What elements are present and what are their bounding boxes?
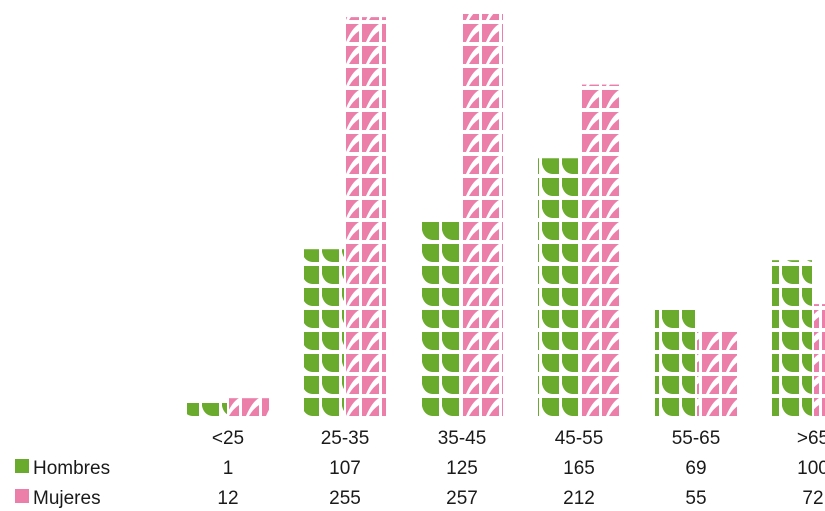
bar-mujeres-gt65 bbox=[814, 304, 825, 417]
value-label-hombres-25-35: 107 bbox=[329, 458, 361, 479]
bars-group bbox=[187, 14, 825, 417]
value-label-hombres-35-45: 125 bbox=[446, 458, 478, 479]
value-label-mujeres-lt25: 12 bbox=[217, 488, 238, 509]
value-label-hombres-lt25: 1 bbox=[223, 458, 234, 479]
bar-hombres-45-55 bbox=[538, 158, 578, 417]
category-label-55-65: 55-65 bbox=[672, 428, 721, 449]
bar-mujeres-25-35 bbox=[346, 17, 386, 417]
legend-swatch-mujeres bbox=[15, 489, 29, 503]
value-label-hombres-55-65: 69 bbox=[685, 458, 706, 479]
value-label-mujeres-gt65: 72 bbox=[802, 488, 823, 509]
value-table: 1 107 125 165 69 100 12 255 257 212 55 72 bbox=[217, 458, 825, 509]
bar-hombres-lt25 bbox=[187, 403, 227, 417]
bar-mujeres-45-55 bbox=[580, 84, 620, 417]
category-label-35-45: 35-45 bbox=[438, 428, 487, 449]
bar-hombres-gt65 bbox=[772, 260, 812, 417]
bar-hombres-25-35 bbox=[304, 249, 344, 417]
category-label-25-35: 25-35 bbox=[321, 428, 370, 449]
value-label-mujeres-35-45: 257 bbox=[446, 488, 478, 509]
legend-swatch-hombres bbox=[15, 459, 29, 473]
category-label-45-55: 45-55 bbox=[555, 428, 604, 449]
legend: Hombres Mujeres bbox=[15, 458, 110, 509]
value-label-hombres-45-55: 165 bbox=[563, 458, 595, 479]
bar-hombres-35-45 bbox=[421, 220, 461, 417]
category-labels: <25 25-35 35-45 45-55 55-65 >65 bbox=[212, 428, 825, 449]
bar-mujeres-55-65 bbox=[697, 330, 737, 417]
category-label-gt65: >65 bbox=[797, 428, 825, 449]
category-label-lt25: <25 bbox=[212, 428, 244, 449]
value-label-mujeres-55-65: 55 bbox=[685, 488, 706, 509]
legend-label-mujeres: Mujeres bbox=[33, 488, 101, 509]
value-label-mujeres-25-35: 255 bbox=[329, 488, 361, 509]
bar-hombres-55-65 bbox=[655, 308, 695, 417]
bar-mujeres-lt25 bbox=[229, 398, 269, 417]
legend-label-hombres: Hombres bbox=[33, 458, 110, 479]
value-label-hombres-gt65: 100 bbox=[797, 458, 825, 479]
value-label-mujeres-45-55: 212 bbox=[563, 488, 595, 509]
bar-mujeres-35-45 bbox=[463, 14, 503, 417]
